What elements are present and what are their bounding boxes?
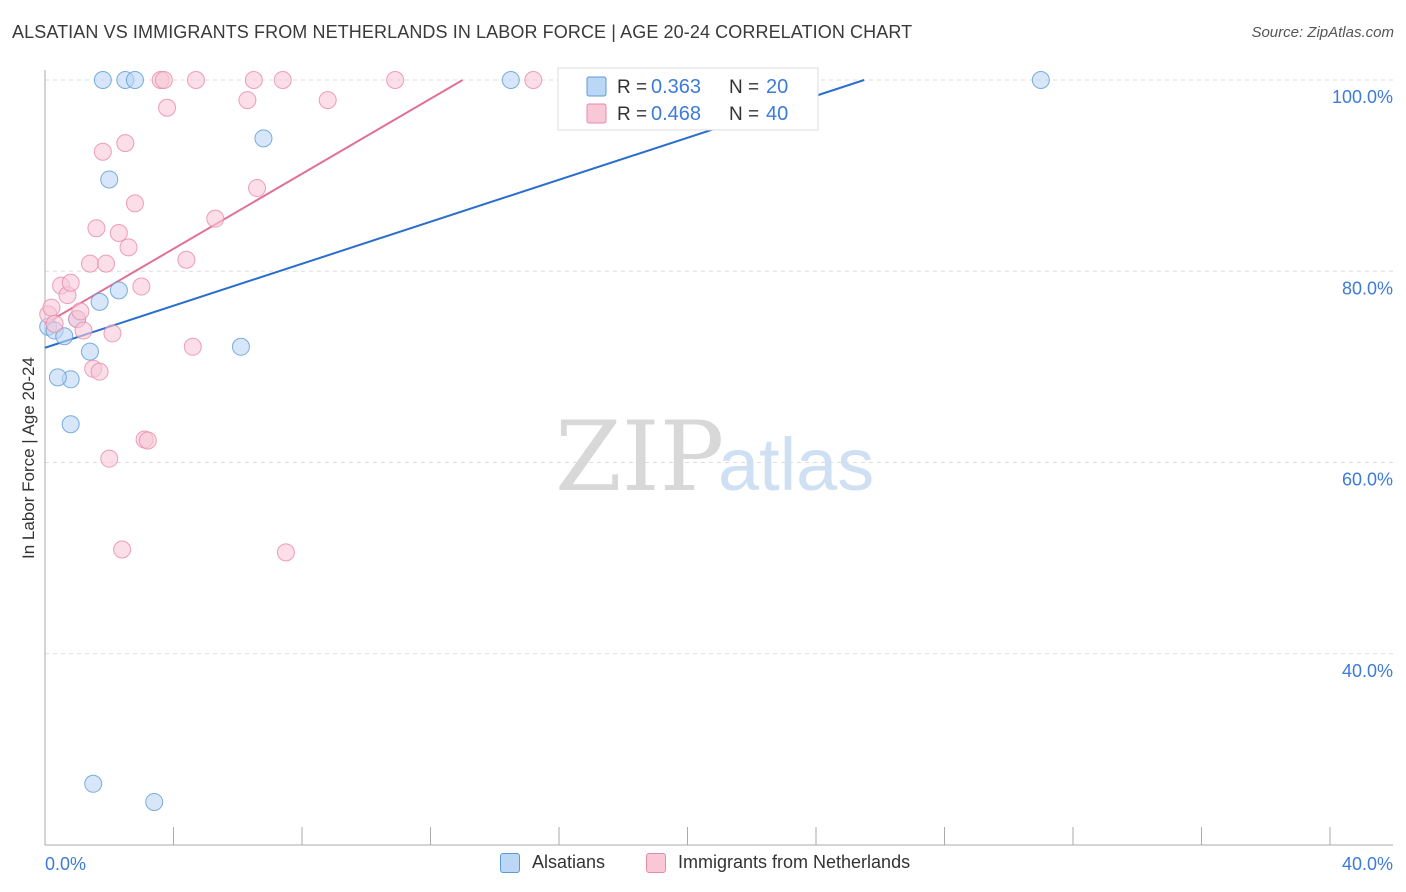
legend-swatch-alsatians [500,852,520,873]
stats-n-label: N = [729,104,759,125]
legend-swatch-netherlands [646,852,666,873]
data-point [1031,71,1050,89]
axes [44,70,1393,846]
y-tick-label: 40.0% [1342,661,1393,681]
data-point [71,302,90,321]
legend-item-alsatians[interactable]: Alsatians [500,852,605,873]
data-point [90,362,109,381]
data-points [39,71,1050,811]
data-point [501,71,520,89]
data-point [109,224,128,242]
tick-labels: 40.0% 60.0% 80.0% 100.0% 0.0% 40.0% [45,87,1393,874]
data-point [48,368,67,387]
stats-r-label: R = [617,77,647,98]
stats-r-value: 0.468 [651,103,701,125]
data-point [100,449,119,468]
data-point [93,142,112,161]
data-point [138,431,157,450]
data-point [276,543,295,562]
x-tick-label: 0.0% [45,854,86,874]
stats-r-label: R = [617,104,647,125]
data-point [42,298,61,317]
stats-swatch [586,103,607,124]
stats-r-value: 0.363 [651,76,701,98]
legend-item-netherlands[interactable]: Immigrants from Netherlands [646,852,910,873]
data-point [61,415,80,434]
y-tick-label: 60.0% [1342,470,1393,490]
watermark-atlas: atlas [718,423,874,506]
chart-title: ALSATIAN VS IMMIGRANTS FROM NETHERLANDS … [12,22,913,42]
data-point [74,321,93,340]
bottom-legend: Alsatians Immigrants from Netherlands [0,852,1406,878]
y-tick-label: 100.0% [1332,87,1393,107]
data-point [80,342,99,361]
stats-legend: R = 0.363 N = 20 R = 0.468 N = 40 [557,67,819,131]
data-point [90,292,109,311]
data-point [87,219,106,238]
data-point [109,281,128,300]
data-point [186,71,205,89]
data-point [125,194,144,213]
data-point [244,71,263,89]
data-point [103,324,122,343]
trend-line-1 [44,79,464,325]
legend-label-netherlands: Immigrants from Netherlands [678,852,911,872]
y-tick-label: 80.0% [1342,278,1393,298]
data-point [55,327,74,346]
data-point [273,71,292,89]
data-point [93,71,112,89]
data-point [84,774,103,793]
data-point [113,540,132,559]
stats-n-value: 40 [766,103,788,125]
data-point [248,179,267,198]
x-tick-label: 40.0% [1342,854,1393,874]
legend-label-alsatians: Alsatians [532,852,606,872]
data-point [100,170,119,189]
stats-swatch [586,76,607,97]
data-point [132,277,151,296]
data-point [254,129,273,148]
data-point [231,337,250,356]
gridlines [45,79,1393,655]
data-point [61,273,80,292]
data-point [45,314,64,333]
data-point [183,337,202,356]
data-point [125,71,144,89]
data-point [318,91,337,110]
watermark-zip: ZIP [555,401,724,513]
data-point [386,71,405,89]
source-credit: Source: ZipAtlas.com [1251,24,1394,41]
data-point [154,71,173,89]
data-point [206,209,225,228]
stats-n-label: N = [729,77,759,98]
y-axis-label: In Labor Force | Age 20-24 [19,357,38,559]
data-point [177,250,196,269]
data-point [119,238,138,257]
data-point [524,71,543,89]
data-point [116,134,135,153]
data-point [238,91,257,110]
data-point [145,792,164,811]
stats-n-value: 20 [766,76,788,98]
data-point [97,254,116,273]
data-point [158,98,177,117]
data-point [80,254,99,273]
